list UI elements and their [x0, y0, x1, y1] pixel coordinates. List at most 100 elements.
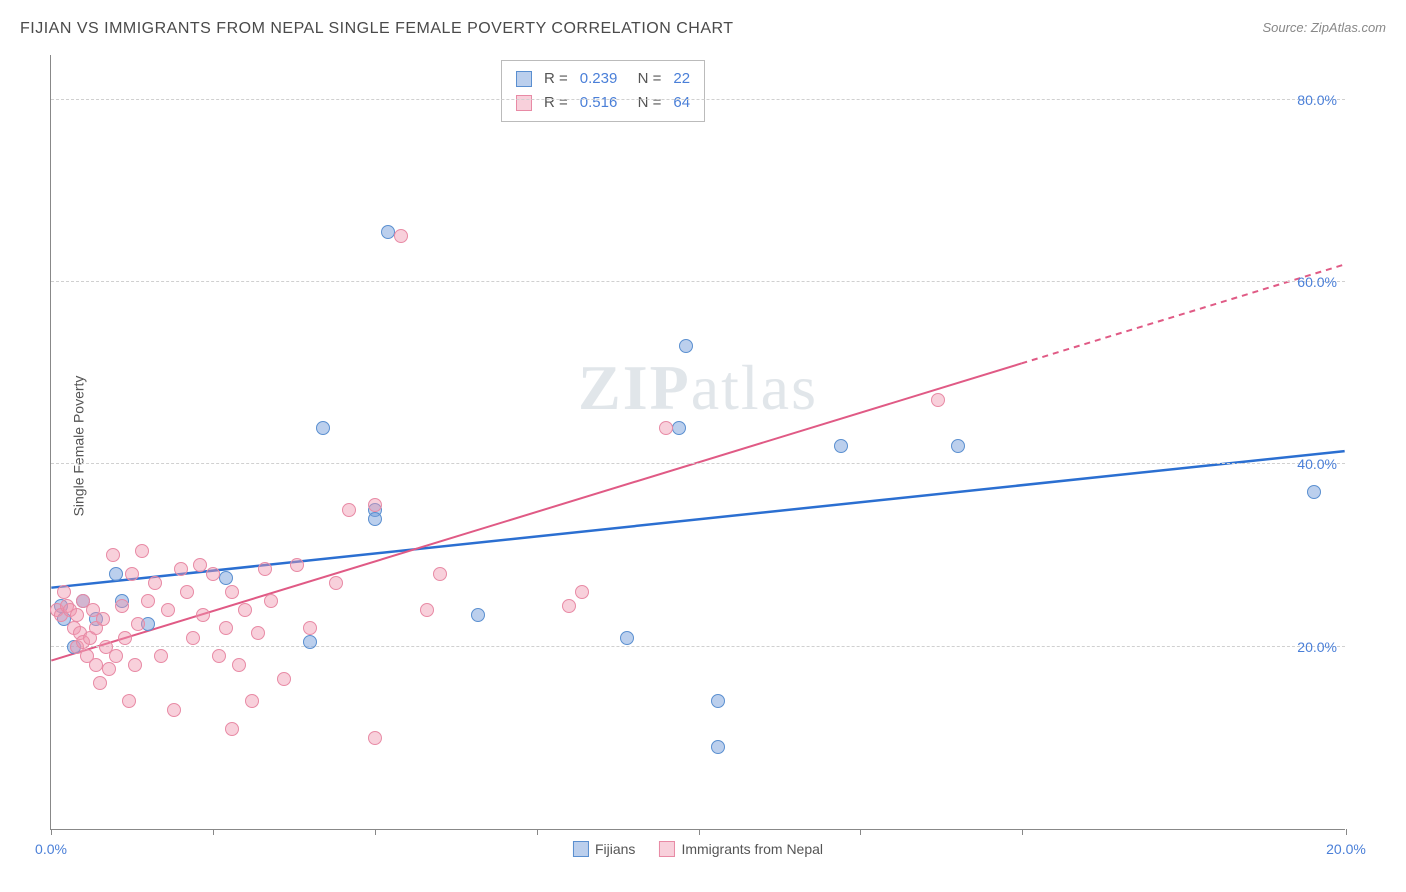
correlation-legend: R = 0.239 N = 22 R = 0.516 N = 64 [501, 60, 705, 122]
data-point [368, 498, 382, 512]
y-tick-label: 80.0% [1297, 92, 1337, 108]
r-label: R = [544, 91, 568, 115]
data-point [711, 694, 725, 708]
data-point [420, 603, 434, 617]
x-tick [860, 829, 861, 835]
legend-swatch [659, 841, 675, 857]
legend-row: R = 0.239 N = 22 [516, 67, 690, 91]
y-tick-label: 20.0% [1297, 639, 1337, 655]
data-point [251, 626, 265, 640]
data-point [659, 421, 673, 435]
data-point [1307, 485, 1321, 499]
data-point [128, 658, 142, 672]
data-point [196, 608, 210, 622]
data-point [672, 421, 686, 435]
x-tick [51, 829, 52, 835]
data-point [931, 393, 945, 407]
source-attribution: Source: ZipAtlas.com [1262, 20, 1386, 35]
r-label: R = [544, 67, 568, 91]
legend-label: Fijians [595, 841, 635, 857]
x-tick [537, 829, 538, 835]
data-point [834, 439, 848, 453]
data-point [679, 339, 693, 353]
series-legend: Fijians Immigrants from Nepal [573, 841, 823, 857]
data-point [109, 649, 123, 663]
legend-swatch [516, 95, 532, 111]
chart-title: FIJIAN VS IMMIGRANTS FROM NEPAL SINGLE F… [20, 20, 734, 38]
data-point [109, 567, 123, 581]
n-label: N = [629, 67, 661, 91]
data-point [206, 567, 220, 581]
x-tick [375, 829, 376, 835]
data-point [238, 603, 252, 617]
data-point [115, 599, 129, 613]
legend-row: R = 0.516 N = 64 [516, 91, 690, 115]
x-tick [699, 829, 700, 835]
data-point [89, 658, 103, 672]
data-point [368, 731, 382, 745]
data-point [219, 571, 233, 585]
data-point [70, 608, 84, 622]
watermark: ZIPatlas [578, 351, 818, 425]
data-point [562, 599, 576, 613]
data-point [620, 631, 634, 645]
x-tick [1346, 829, 1347, 835]
n-value: 64 [673, 91, 690, 115]
gridline [51, 463, 1345, 464]
data-point [212, 649, 226, 663]
data-point [186, 631, 200, 645]
data-point [174, 562, 188, 576]
n-label: N = [629, 91, 661, 115]
data-point [303, 621, 317, 635]
scatter-plot: ZIPatlas R = 0.239 N = 22 R = 0.516 N = … [50, 55, 1345, 830]
data-point [277, 672, 291, 686]
data-point [342, 503, 356, 517]
data-point [329, 576, 343, 590]
data-point [232, 658, 246, 672]
data-point [368, 512, 382, 526]
legend-swatch [573, 841, 589, 857]
legend-item: Immigrants from Nepal [659, 841, 823, 857]
x-tick [213, 829, 214, 835]
trend-lines [51, 55, 1345, 829]
r-value: 0.516 [580, 91, 618, 115]
gridline [51, 281, 1345, 282]
data-point [154, 649, 168, 663]
data-point [125, 567, 139, 581]
data-point [193, 558, 207, 572]
y-tick-label: 60.0% [1297, 274, 1337, 290]
data-point [381, 225, 395, 239]
r-value: 0.239 [580, 67, 618, 91]
data-point [711, 740, 725, 754]
legend-item: Fijians [573, 841, 635, 857]
y-tick-label: 40.0% [1297, 456, 1337, 472]
gridline [51, 99, 1345, 100]
data-point [141, 594, 155, 608]
x-tick-label: 0.0% [35, 841, 67, 857]
gridline [51, 646, 1345, 647]
data-point [106, 548, 120, 562]
data-point [118, 631, 132, 645]
data-point [102, 662, 116, 676]
data-point [135, 544, 149, 558]
x-tick [1022, 829, 1023, 835]
data-point [161, 603, 175, 617]
data-point [148, 576, 162, 590]
data-point [180, 585, 194, 599]
data-point [122, 694, 136, 708]
data-point [245, 694, 259, 708]
data-point [471, 608, 485, 622]
data-point [264, 594, 278, 608]
n-value: 22 [673, 67, 690, 91]
data-point [290, 558, 304, 572]
data-point [96, 612, 110, 626]
legend-swatch [516, 71, 532, 87]
data-point [258, 562, 272, 576]
data-point [316, 421, 330, 435]
data-point [225, 722, 239, 736]
data-point [575, 585, 589, 599]
legend-label: Immigrants from Nepal [681, 841, 823, 857]
data-point [57, 585, 71, 599]
data-point [167, 703, 181, 717]
data-point [303, 635, 317, 649]
